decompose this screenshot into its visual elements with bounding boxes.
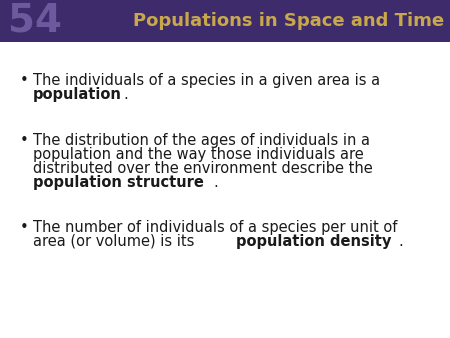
Text: 54: 54 bbox=[8, 2, 62, 40]
Text: The number of individuals of a species per unit of: The number of individuals of a species p… bbox=[33, 220, 397, 235]
Text: area (or volume) is its: area (or volume) is its bbox=[33, 234, 199, 249]
Text: population and the way those individuals are: population and the way those individuals… bbox=[33, 147, 364, 162]
Text: •: • bbox=[20, 220, 29, 235]
Text: population density: population density bbox=[236, 234, 392, 249]
Text: .: . bbox=[214, 175, 219, 190]
Text: population structure: population structure bbox=[33, 175, 204, 190]
Text: .: . bbox=[399, 234, 404, 249]
Text: .: . bbox=[123, 87, 128, 102]
Text: population: population bbox=[33, 87, 122, 102]
Text: The distribution of the ages of individuals in a: The distribution of the ages of individu… bbox=[33, 133, 370, 148]
Text: The individuals of a species in a given area is a: The individuals of a species in a given … bbox=[33, 73, 385, 88]
Text: •: • bbox=[20, 133, 29, 148]
Text: Populations in Space and Time: Populations in Space and Time bbox=[133, 12, 444, 30]
Text: distributed over the environment describe the: distributed over the environment describ… bbox=[33, 161, 373, 176]
FancyBboxPatch shape bbox=[0, 0, 450, 42]
Text: •: • bbox=[20, 73, 29, 88]
